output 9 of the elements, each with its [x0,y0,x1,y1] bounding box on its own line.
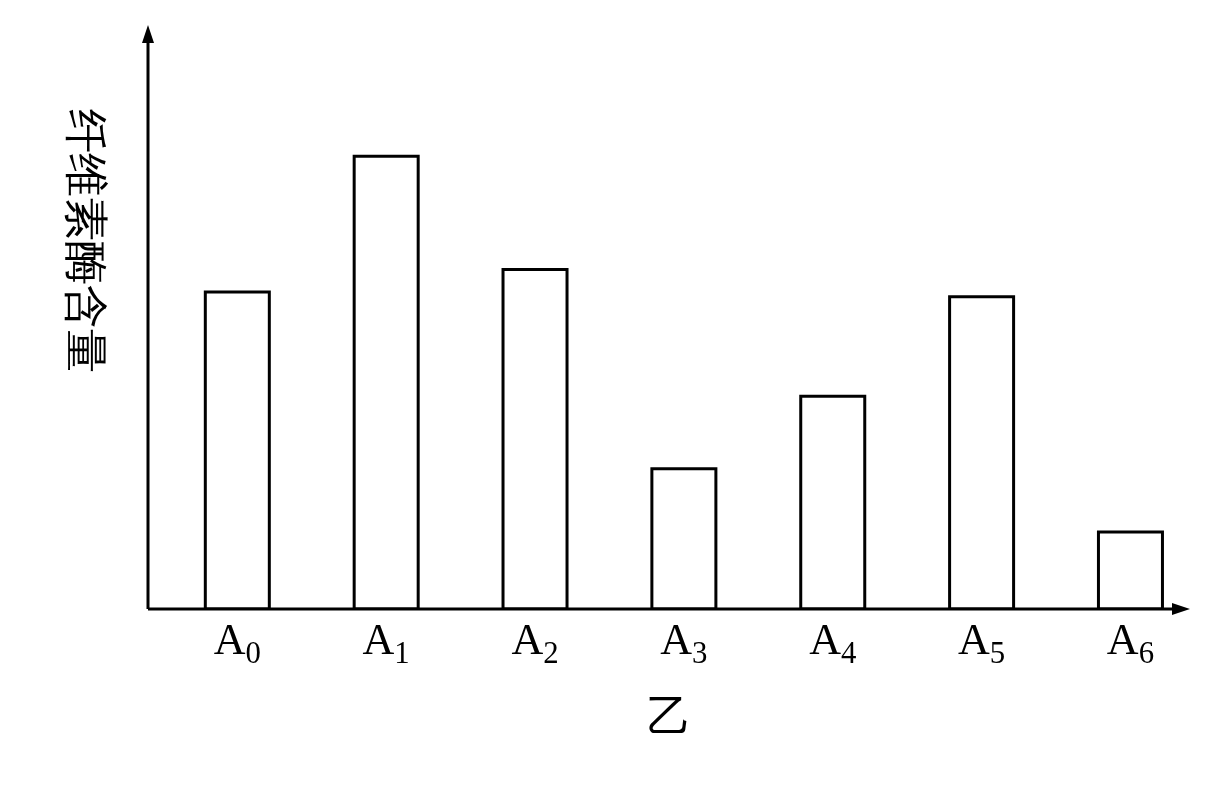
x-tick-label: A$_{3}$ [660,615,708,671]
x-tick-label: A$_{6}$ [1106,615,1155,671]
x-tick-label: A$_{0}$ [213,615,261,671]
x-tick-label: A$_{5}$ [958,615,1006,671]
x-axis-title: 乙 [647,691,691,741]
x-tick-label: A$_{2}$ [511,615,559,671]
y-axis-title: 纤维素酶含量 [61,109,111,374]
x-tick-label: A$_{1}$ [362,615,410,671]
x-tick-label: A$_{4}$ [809,615,857,671]
